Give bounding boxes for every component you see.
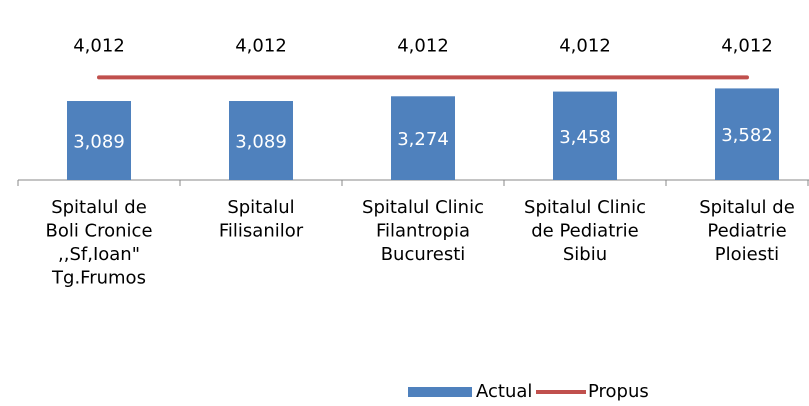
data-label: 3,089 (73, 132, 125, 153)
x-tick-label: Spitalul Clinic Filantropia Bucuresti (362, 197, 484, 265)
bar (67, 101, 131, 180)
data-label: 3,274 (397, 129, 449, 150)
data-label: 4,012 (235, 35, 287, 56)
legend-label: Propus (588, 381, 649, 402)
bar (229, 101, 293, 180)
x-tick-label: Spitalul de Pediatrie Ploiesti (699, 197, 795, 265)
x-tick-label: Spitalul Clinic de Pediatrie Sibiu (524, 197, 646, 265)
data-label: 4,012 (73, 35, 125, 56)
data-label: 3,458 (559, 127, 611, 148)
legend-swatch (408, 387, 472, 397)
x-tick-label: Spitalul Filisanilor (219, 197, 304, 242)
data-label: 3,089 (235, 132, 287, 153)
bar (715, 88, 779, 180)
data-label: 4,012 (559, 35, 611, 56)
legend-label: Actual (476, 381, 532, 402)
bar (391, 96, 455, 180)
bar (553, 91, 617, 180)
data-label: 4,012 (397, 35, 449, 56)
data-label: 3,582 (721, 125, 773, 146)
x-tick-label: Spitalul de Boli Cronice ,,Sf,Ioan" Tg.Frum… (45, 197, 152, 289)
data-label: 4,012 (721, 35, 773, 56)
